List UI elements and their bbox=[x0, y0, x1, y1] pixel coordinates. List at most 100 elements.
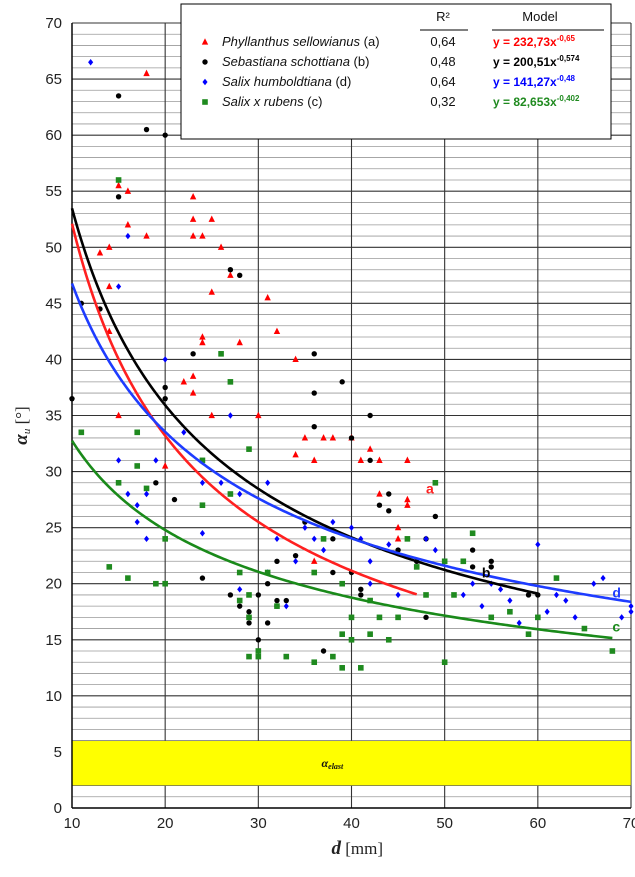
data-point-b bbox=[190, 351, 196, 357]
data-point-c bbox=[432, 479, 439, 486]
y-tick-label: 5 bbox=[54, 744, 62, 761]
data-point-d bbox=[544, 608, 550, 615]
data-point-d bbox=[367, 558, 373, 565]
data-point-b bbox=[162, 132, 168, 138]
data-point-b bbox=[292, 552, 299, 559]
data-point-c bbox=[339, 580, 345, 587]
data-point-a bbox=[208, 411, 215, 419]
data-point-c bbox=[581, 625, 588, 632]
data-point-b bbox=[339, 379, 345, 385]
data-point-c bbox=[339, 631, 345, 637]
data-point-c bbox=[115, 479, 122, 486]
data-point-d bbox=[628, 602, 634, 610]
data-point-b bbox=[386, 508, 392, 514]
data-point-c bbox=[553, 575, 560, 581]
data-point-c bbox=[236, 597, 243, 604]
data-point-c bbox=[227, 379, 234, 385]
data-point-a bbox=[292, 450, 299, 458]
data-point-c bbox=[199, 457, 206, 464]
data-point-a bbox=[199, 338, 206, 346]
legend-species: Phyllanthus sellowianus bbox=[222, 34, 361, 49]
y-tick-label: 10 bbox=[45, 688, 62, 705]
data-point-d bbox=[591, 580, 597, 587]
data-point-c bbox=[283, 653, 290, 660]
data-point-c bbox=[451, 592, 457, 598]
y-tick-label: 20 bbox=[45, 576, 62, 593]
data-point-c bbox=[246, 592, 252, 598]
data-point-b bbox=[469, 547, 476, 553]
y-axis-unit: [°] bbox=[12, 406, 31, 428]
data-point-c bbox=[255, 648, 262, 654]
data-point-d bbox=[181, 429, 187, 436]
data-point-b bbox=[283, 597, 289, 604]
data-point-a bbox=[301, 434, 309, 441]
data-point-d bbox=[330, 518, 336, 526]
fit-curve-a bbox=[70, 223, 418, 596]
data-point-c bbox=[162, 536, 168, 542]
data-point-d bbox=[134, 502, 140, 509]
fit-curve-d bbox=[70, 282, 632, 604]
data-point-d bbox=[367, 580, 373, 587]
data-point-c bbox=[115, 177, 122, 183]
data-point-a bbox=[311, 557, 318, 564]
data-point-a bbox=[255, 411, 262, 419]
data-point-a bbox=[394, 535, 402, 542]
data-point-b bbox=[432, 513, 439, 520]
data-point-a bbox=[236, 338, 243, 346]
data-point-a bbox=[115, 411, 122, 419]
data-point-a bbox=[208, 215, 215, 222]
data-point-a bbox=[124, 221, 132, 228]
data-point-d bbox=[227, 412, 233, 419]
legend-r2-b: 0,48 bbox=[430, 54, 455, 69]
data-point-c bbox=[246, 446, 252, 452]
data-point-b bbox=[386, 491, 392, 497]
x-tick-label: 60 bbox=[529, 815, 546, 832]
data-point-a bbox=[189, 232, 197, 239]
band-label-symbol: α bbox=[322, 756, 329, 770]
data-point-a bbox=[311, 456, 318, 463]
legend-marker-d bbox=[202, 78, 208, 86]
data-point-a bbox=[115, 181, 122, 189]
data-point-a bbox=[106, 282, 113, 290]
data-point-b bbox=[311, 424, 317, 430]
band-label-sub: elast bbox=[328, 762, 344, 771]
y-tick-label: 35 bbox=[45, 408, 62, 425]
data-point-a bbox=[161, 462, 169, 469]
legend-suffix: (a) bbox=[360, 34, 380, 49]
data-point-a bbox=[366, 445, 374, 452]
y-axis-title: αu [°] bbox=[11, 406, 33, 444]
data-point-c bbox=[246, 614, 252, 621]
y-tick-label: 65 bbox=[45, 71, 62, 88]
legend-suffix: (b) bbox=[350, 54, 370, 69]
data-point-a bbox=[96, 249, 104, 256]
x-tick-label: 50 bbox=[436, 815, 453, 832]
data-point-b bbox=[525, 592, 532, 598]
data-point-d bbox=[265, 479, 271, 486]
data-point-b bbox=[320, 648, 327, 654]
x-axis-symbol: d bbox=[332, 838, 342, 859]
data-point-c bbox=[367, 631, 373, 637]
data-point-c bbox=[507, 608, 513, 615]
y-tick-label: 70 bbox=[45, 15, 62, 32]
data-point-a bbox=[143, 69, 150, 77]
data-point-d bbox=[199, 479, 205, 486]
legend-model-c: y = 82,653x-0,402 bbox=[493, 94, 580, 109]
data-point-c bbox=[78, 429, 85, 436]
data-point-d bbox=[460, 591, 466, 599]
data-point-d bbox=[432, 546, 438, 554]
data-point-c bbox=[395, 614, 401, 621]
data-point-a bbox=[227, 271, 234, 278]
data-point-b bbox=[143, 126, 150, 133]
data-point-d bbox=[274, 535, 280, 543]
data-point-a bbox=[189, 372, 197, 379]
data-point-d bbox=[218, 479, 224, 486]
legend-header-model: Model bbox=[522, 9, 558, 24]
data-point-d bbox=[563, 597, 569, 604]
data-point-c bbox=[404, 536, 411, 542]
x-axis-unit: [mm] bbox=[341, 839, 383, 858]
data-point-b bbox=[311, 390, 317, 396]
y-tick-label: 55 bbox=[45, 183, 62, 200]
data-point-d bbox=[507, 597, 513, 604]
data-point-b bbox=[162, 395, 168, 402]
curve-label-d: d bbox=[612, 585, 621, 601]
